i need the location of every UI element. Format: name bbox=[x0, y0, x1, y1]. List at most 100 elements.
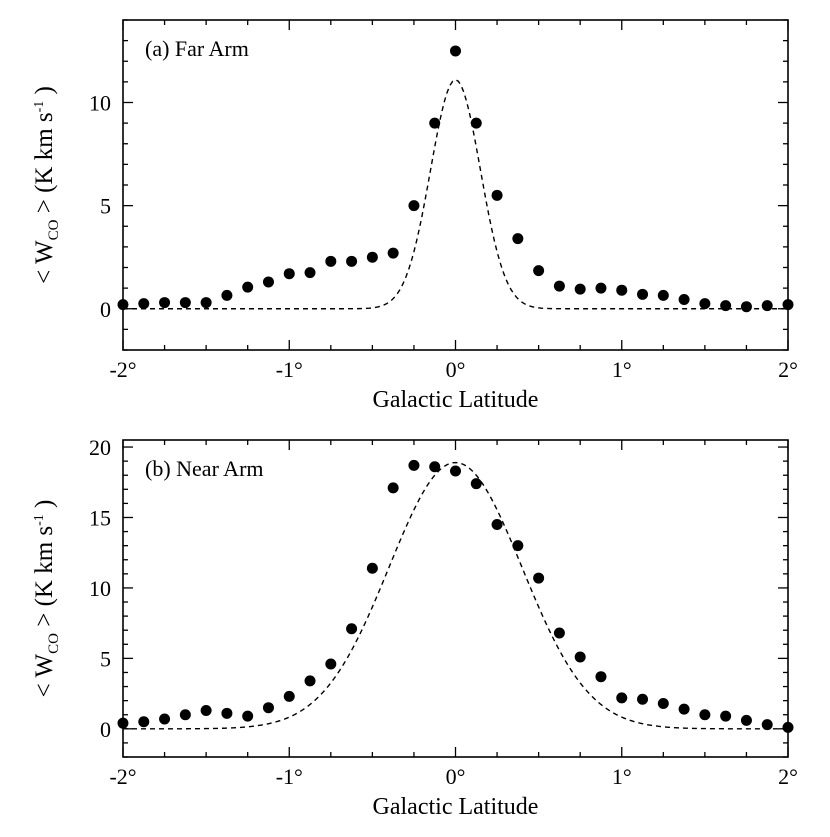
data-point bbox=[678, 293, 690, 305]
data-point bbox=[221, 289, 233, 301]
data-point bbox=[533, 265, 545, 277]
data-point bbox=[346, 255, 358, 267]
data-point bbox=[699, 298, 711, 310]
data-point bbox=[491, 189, 503, 201]
data-point bbox=[262, 702, 274, 714]
y-axis-label-sub: CO bbox=[46, 633, 62, 654]
data-point bbox=[761, 719, 773, 731]
data-point bbox=[387, 482, 399, 494]
data-point bbox=[637, 693, 649, 705]
y-axis-label-mid: > (K km s bbox=[31, 526, 58, 633]
data-point bbox=[616, 692, 628, 704]
data-point bbox=[138, 716, 150, 728]
data-point bbox=[159, 297, 171, 309]
data-point bbox=[782, 299, 794, 311]
data-point bbox=[470, 478, 482, 490]
y-tick-label: 5 bbox=[100, 646, 111, 671]
data-point bbox=[450, 45, 461, 57]
data-point bbox=[408, 200, 420, 212]
data-point bbox=[117, 299, 129, 311]
data-point bbox=[616, 284, 628, 296]
y-axis-label-sup: -1 bbox=[32, 101, 47, 113]
x-axis-label: Galactic Latitude bbox=[373, 387, 539, 413]
x-axis-label: Galactic Latitude bbox=[373, 794, 539, 820]
x-tick-label: -1° bbox=[276, 764, 303, 789]
data-point bbox=[429, 461, 441, 473]
data-point bbox=[117, 717, 129, 729]
data-point bbox=[470, 117, 482, 129]
data-point bbox=[159, 713, 171, 725]
y-tick-label: 0 bbox=[100, 717, 111, 742]
panel-label: (b) Near Arm bbox=[145, 456, 264, 481]
gaussian-fit-line bbox=[123, 461, 788, 730]
data-point bbox=[283, 690, 295, 702]
x-tick-label: -1° bbox=[276, 357, 303, 382]
x-tick-label: -2° bbox=[109, 357, 136, 382]
data-point bbox=[761, 300, 773, 312]
data-point bbox=[304, 675, 316, 687]
gaussian-fit-line bbox=[123, 79, 788, 310]
data-point bbox=[512, 233, 524, 245]
data-point bbox=[366, 251, 378, 263]
data-point bbox=[720, 710, 732, 722]
data-point bbox=[595, 282, 607, 294]
data-point bbox=[553, 627, 565, 639]
data-point bbox=[657, 697, 669, 709]
y-tick-label: 10 bbox=[89, 576, 111, 601]
data-point bbox=[740, 714, 752, 726]
data-point bbox=[242, 710, 254, 722]
y-axis-label-mid: > (K km s bbox=[31, 112, 58, 219]
data-point bbox=[678, 703, 690, 715]
x-tick-label: 1° bbox=[612, 357, 632, 382]
y-axis-label-suffix: ) bbox=[31, 500, 58, 515]
data-point bbox=[179, 709, 191, 721]
data-point bbox=[574, 651, 586, 663]
x-tick-label: 0° bbox=[446, 357, 466, 382]
data-point bbox=[325, 658, 337, 670]
x-tick-label: 1° bbox=[612, 764, 632, 789]
data-point bbox=[574, 283, 586, 295]
data-point bbox=[553, 280, 565, 292]
panel-a-far-arm: -2° -1° 0° 1° 2° 0 5 10 (a) Far Arm Galactic Lati… bbox=[31, 19, 798, 413]
y-axis-label-suffix: ) bbox=[31, 86, 58, 101]
data-point bbox=[200, 297, 212, 309]
x-tick-label: 0° bbox=[446, 764, 466, 789]
data-point bbox=[637, 288, 649, 300]
data-point bbox=[720, 300, 732, 312]
data-point bbox=[491, 519, 503, 531]
data-point bbox=[595, 671, 607, 683]
x-tick-label: 2° bbox=[778, 357, 798, 382]
y-axis-label-prefix: < W bbox=[31, 653, 58, 697]
data-point bbox=[533, 572, 545, 584]
y-tick-label: 20 bbox=[89, 435, 111, 460]
data-point bbox=[740, 301, 752, 313]
data-point bbox=[283, 268, 295, 280]
y-tick-label: 0 bbox=[100, 297, 111, 322]
data-point bbox=[408, 459, 420, 471]
y-tick-label: 15 bbox=[89, 505, 111, 530]
data-point bbox=[450, 465, 461, 477]
data-point bbox=[366, 562, 378, 574]
data-point bbox=[699, 709, 711, 721]
panel-b-near-arm: -2° -1° 0° 1° 2° 0 5 10 15 20 (b) Near Arm Galactic… bbox=[31, 435, 798, 820]
y-axis-label-prefix: < W bbox=[31, 240, 58, 284]
y-tick-label: 10 bbox=[89, 91, 111, 116]
data-point bbox=[782, 721, 794, 733]
data-point bbox=[262, 276, 274, 288]
y-axis-label-sub: CO bbox=[46, 219, 62, 240]
y-axis-label: < WCO > (K km s-1 ) bbox=[31, 86, 62, 284]
y-tick-label: 5 bbox=[100, 194, 111, 219]
data-point bbox=[138, 298, 150, 310]
data-point bbox=[200, 705, 212, 717]
y-axis-label: < WCO > (K km s-1 ) bbox=[31, 500, 62, 698]
data-point bbox=[242, 281, 254, 293]
data-point bbox=[325, 255, 337, 267]
panel-label: (a) Far Arm bbox=[145, 36, 249, 61]
data-point bbox=[387, 247, 399, 259]
data-point bbox=[304, 267, 316, 279]
y-axis-label-sup: -1 bbox=[32, 514, 47, 526]
data-point bbox=[221, 707, 233, 719]
data-point bbox=[179, 297, 191, 309]
x-tick-label: 2° bbox=[778, 764, 798, 789]
